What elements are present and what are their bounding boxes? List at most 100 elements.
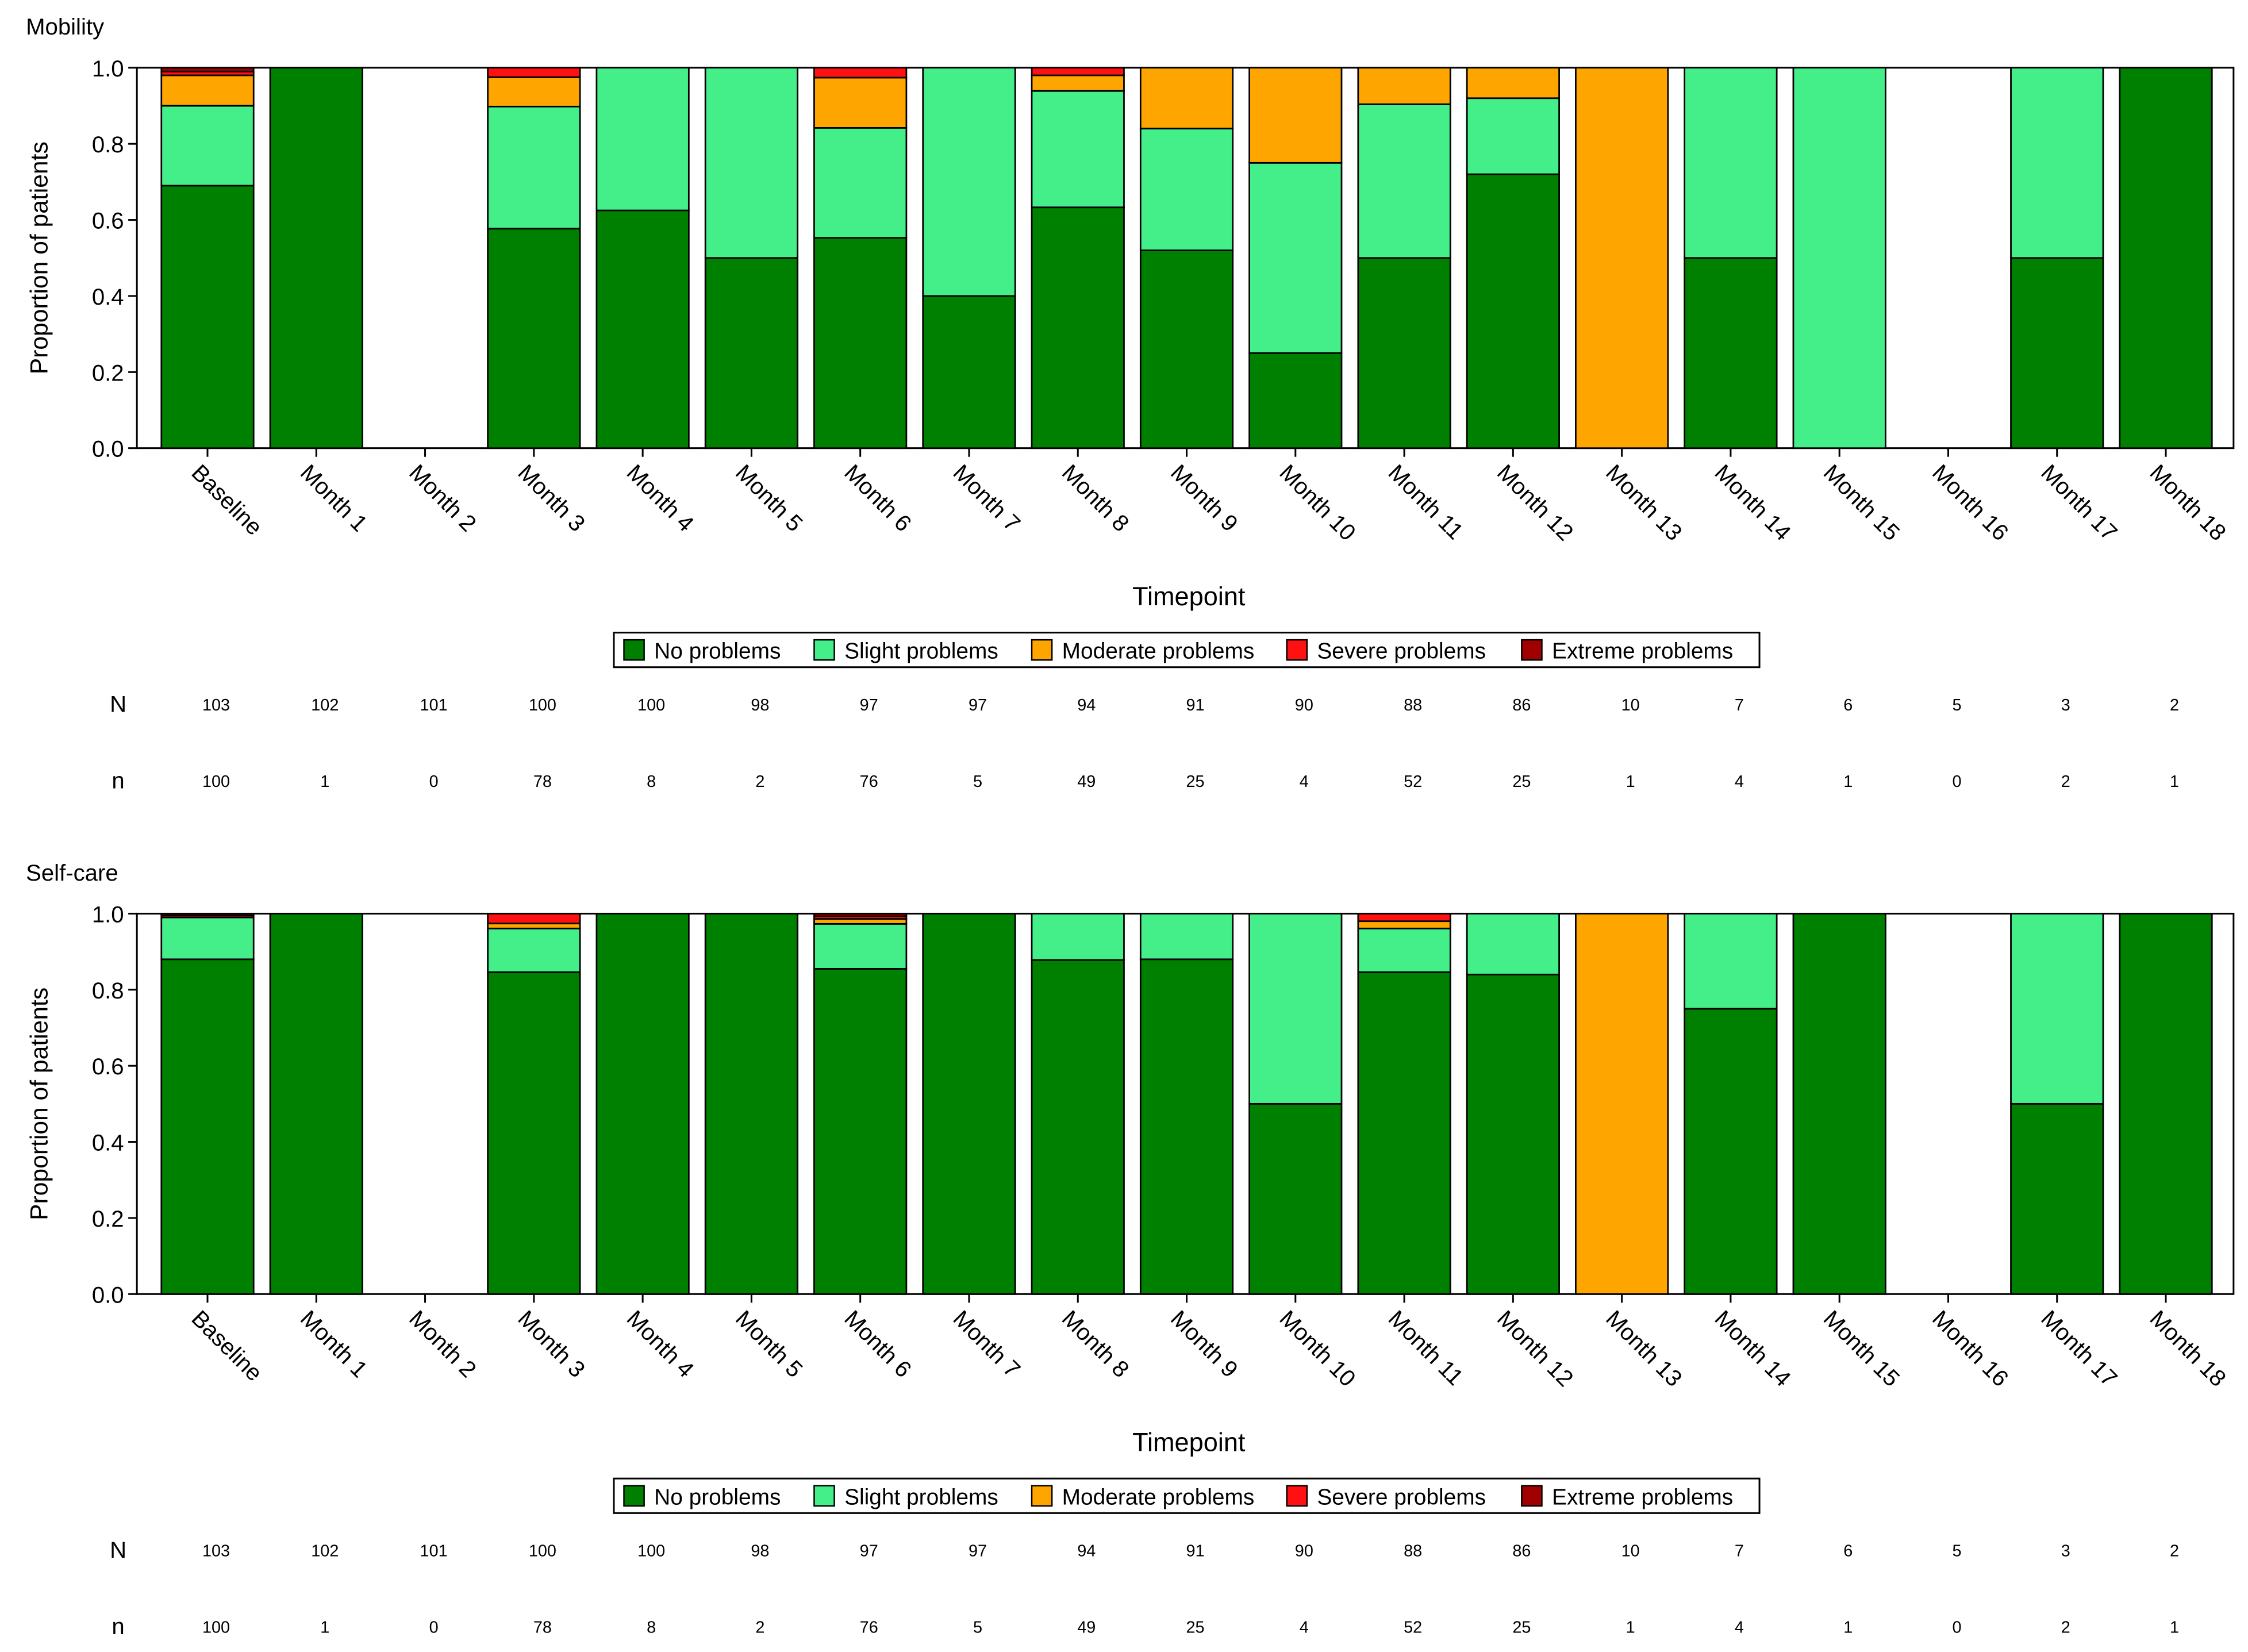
bar-slight-problems-month-12 — [1466, 913, 1560, 975]
bar-slight-problems-month-14 — [1684, 67, 1778, 259]
legend-label-no-problems: No problems — [654, 639, 781, 664]
count-n-month-5: 2 — [755, 773, 764, 791]
count-N-month-17: 3 — [2061, 1542, 2070, 1561]
legend-swatch-severe-problems — [1286, 639, 1308, 661]
y-tick-label: 0.2 — [92, 1207, 124, 1232]
bar-slight-problems-month-9 — [1139, 128, 1234, 251]
count-N-month-13: 10 — [1621, 1542, 1640, 1561]
bar-moderate-problems-month-13 — [1575, 67, 1669, 450]
legend-label-severe-problems: Severe problems — [1317, 1485, 1486, 1509]
count-N-month-8: 94 — [1077, 1542, 1096, 1561]
x-tick-label: Month 8 — [1057, 1306, 1134, 1383]
count-n-month-1: 1 — [320, 1618, 329, 1636]
count-n-month-17: 2 — [2061, 1618, 2070, 1636]
y-tick-label: 1.0 — [92, 56, 124, 82]
bar-extreme-problems-baseline — [160, 913, 255, 917]
bar-slight-problems-month-14 — [1684, 913, 1778, 1010]
count-N-month-17: 3 — [2061, 696, 2070, 714]
count-N-month-16: 5 — [1952, 696, 1961, 714]
count-n-month-7: 5 — [973, 773, 982, 791]
count-n-month-6: 76 — [860, 1618, 878, 1636]
count-n-month-13: 1 — [1626, 773, 1635, 791]
count-n-month-12: 25 — [1512, 1618, 1531, 1636]
bar-slight-problems-baseline — [160, 105, 255, 187]
count-N-month-2: 101 — [420, 696, 448, 714]
row-label-n: n — [112, 1614, 124, 1639]
count-n-month-14: 4 — [1735, 773, 1744, 791]
bar-moderate-problems-month-8 — [1031, 74, 1125, 92]
bar-no-problems-month-3 — [487, 228, 581, 450]
count-n-month-11: 52 — [1404, 773, 1422, 791]
x-tick-label: Month 1 — [295, 460, 372, 537]
x-tick-label: Month 14 — [1709, 1306, 1795, 1392]
bar-no-problems-month-18 — [2119, 913, 2213, 1295]
bar-slight-problems-month-5 — [704, 67, 799, 259]
x-tick-label: Month 7 — [948, 460, 1025, 537]
count-n-month-5: 2 — [755, 1618, 764, 1636]
bar-slight-problems-month-7 — [922, 67, 1016, 297]
bar-no-problems-month-3 — [487, 971, 581, 1295]
count-N-month-3: 100 — [529, 696, 556, 714]
x-tick-label: Month 11 — [1384, 460, 1468, 544]
x-tick-label: Month 3 — [513, 460, 590, 537]
legend: No problems Slight problems Moderate probl… — [613, 632, 1761, 669]
bar-slight-problems-month-17 — [2010, 913, 2104, 1105]
count-n-month-2: 0 — [429, 773, 439, 791]
bar-no-problems-month-14 — [1684, 257, 1778, 450]
count-n-month-10: 4 — [1300, 1618, 1309, 1636]
bar-no-problems-month-10 — [1248, 352, 1343, 450]
x-tick-label: Month 1 — [295, 1306, 372, 1383]
count-N-month-18: 2 — [2170, 1542, 2179, 1561]
x-tick-label: Month 18 — [2145, 1306, 2231, 1392]
bar-slight-problems-month-8 — [1031, 913, 1125, 961]
bar-no-problems-month-17 — [2010, 257, 2104, 450]
legend-box — [613, 632, 1761, 669]
count-n-month-9: 25 — [1186, 773, 1205, 791]
legend-swatch-extreme-problems — [1521, 639, 1543, 661]
bar-moderate-problems-month-11 — [1357, 67, 1451, 105]
legend-label-extreme-problems: Extreme problems — [1552, 1485, 1733, 1509]
row-label-N: N — [110, 1538, 126, 1563]
count-n-month-8: 49 — [1077, 1618, 1096, 1636]
legend-swatch-extreme-problems — [1521, 1485, 1543, 1507]
x-tick-label: Month 12 — [1492, 460, 1578, 545]
x-tick-label: Month 4 — [622, 1306, 699, 1383]
bar-no-problems-month-8 — [1031, 959, 1125, 1295]
bar-no-problems-month-4 — [595, 209, 690, 450]
count-N-month-16: 5 — [1952, 1542, 1961, 1561]
x-tick-label: Baseline — [187, 460, 267, 540]
count-n-month-17: 2 — [2061, 773, 2070, 791]
count-n-month-11: 52 — [1404, 1618, 1422, 1636]
y-tick-label: 0.2 — [92, 360, 124, 386]
bar-no-problems-month-1 — [269, 913, 363, 1295]
x-tick-label: Month 13 — [1601, 1306, 1686, 1392]
count-n-month-15: 1 — [1843, 773, 1853, 791]
count-n-baseline: 100 — [202, 1618, 230, 1636]
bar-slight-problems-month-12 — [1466, 97, 1560, 175]
legend-label-severe-problems: Severe problems — [1317, 639, 1486, 664]
count-n-month-3: 78 — [533, 773, 552, 791]
y-tick-label: 0.8 — [92, 978, 124, 1004]
count-N-month-2: 101 — [420, 1542, 448, 1561]
count-n-month-2: 0 — [429, 1618, 439, 1636]
x-tick-label: Month 4 — [622, 460, 699, 537]
chart-title: Self-care — [26, 860, 118, 886]
count-N-baseline: 103 — [202, 696, 230, 714]
bar-no-problems-month-17 — [2010, 1102, 2104, 1295]
bar-no-problems-month-15 — [1792, 913, 1886, 1295]
count-n-month-3: 78 — [533, 1618, 552, 1636]
bar-slight-problems-month-6 — [813, 127, 908, 239]
legend-box — [613, 1477, 1761, 1514]
bar-no-problems-month-9 — [1139, 249, 1234, 450]
count-n-month-18: 1 — [2170, 1618, 2179, 1636]
bar-no-problems-month-12 — [1466, 173, 1560, 450]
y-axis-label: Proportion of patients — [26, 141, 53, 374]
bar-severe-problems-month-6 — [813, 67, 908, 79]
x-tick-label: Month 17 — [2036, 1306, 2122, 1392]
bar-slight-problems-month-15 — [1792, 67, 1886, 450]
count-N-month-1: 102 — [311, 696, 339, 714]
legend-label-no-problems: No problems — [654, 1485, 781, 1509]
legend-swatch-moderate-problems — [1031, 639, 1053, 661]
x-tick-label: Month 14 — [1709, 460, 1795, 545]
bar-extreme-problems-baseline — [160, 67, 255, 72]
